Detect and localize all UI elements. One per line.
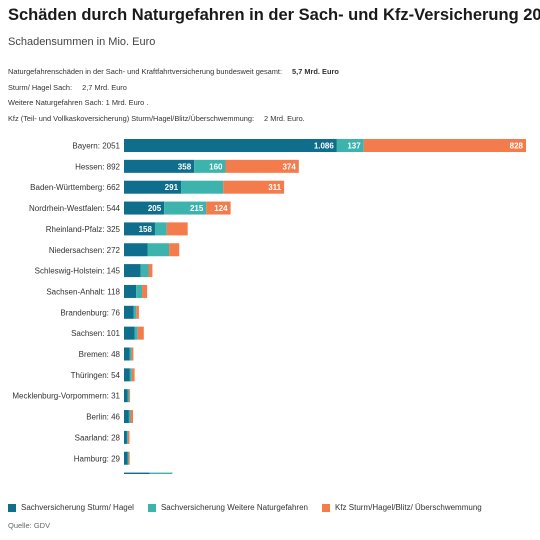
- source-note: Quelle: GDV: [8, 521, 51, 530]
- bar-segment: [124, 284, 137, 298]
- bar-segment: [133, 305, 137, 319]
- chart-subtitle: Schadensummen in Mio. Euro: [8, 36, 156, 48]
- category-label: Sachsen-Anhalt: 118: [46, 287, 120, 296]
- bar-segment: [136, 284, 143, 298]
- bar-segment: [124, 410, 129, 424]
- bar-segment: [194, 159, 226, 173]
- bar-segment: [126, 430, 128, 444]
- bar-segment: [142, 284, 148, 298]
- category-label: Nordrhein-Westfalen: 544: [29, 204, 121, 213]
- bar-segment: [136, 305, 139, 319]
- bar-value-label: 1.086: [314, 142, 335, 151]
- bar-segment: [166, 222, 188, 236]
- bar-segment: [128, 451, 130, 465]
- bar-segment: [137, 326, 144, 340]
- bar-segment: [128, 410, 131, 424]
- bar-segment: [363, 139, 526, 152]
- bar-segment: [124, 430, 127, 444]
- bar-segment: [129, 347, 132, 361]
- bar-segment: [154, 222, 167, 236]
- category-label: Bremen: 48: [79, 350, 121, 359]
- bar-segment: [134, 326, 138, 340]
- note-sturm-hagel: Sturm/ Hagel Sach: 2,7 Mrd. Euro: [8, 82, 127, 92]
- bar-value-label: 358: [178, 162, 192, 171]
- bar-segment: [131, 368, 135, 382]
- bar-segment: [127, 389, 130, 403]
- bar-segment: [124, 159, 195, 173]
- bar-segment: [147, 243, 170, 257]
- bar-segment: [124, 347, 130, 361]
- bar-segment: [124, 326, 135, 340]
- chart-legend: Sachversicherung Sturm/ Hagel Sachversic…: [8, 503, 482, 512]
- bar-segment: [124, 389, 128, 403]
- category-label: Brandenburg: 76: [60, 308, 120, 317]
- legend-item-weitere: Sachversicherung Weitere Naturgefahren: [147, 503, 308, 512]
- chart-title: Schäden durch Naturgefahren in der Sach-…: [8, 6, 540, 24]
- category-label: Mecklenburg-Vorpommern: 31: [12, 392, 120, 401]
- category-label: Hamburg: 29: [74, 454, 121, 463]
- category-label: Baden-Württemberg: 662: [30, 183, 120, 192]
- bar-value-label: 828: [510, 142, 524, 151]
- bar-segment: [124, 243, 148, 257]
- category-label: Hessen: 892: [75, 162, 120, 171]
- legend-item-kfz: Kfz Sturm/Hagel/Blitz/ Überschwemmung: [322, 503, 482, 512]
- category-label: Saarland: 28: [75, 433, 121, 442]
- category-label: Rheinland-Pfalz: 325: [46, 225, 121, 234]
- bar-segment: [124, 264, 141, 278]
- note-weitere: Weitere Naturgefahren Sach: 1 Mrd. Euro …: [8, 98, 149, 107]
- stacked-bar-chart: Bayern: 2051 1.086 137 828 Hessen: 892 358 160…: [12, 139, 526, 474]
- bar-segment: [127, 430, 130, 444]
- bar-segment: [336, 139, 364, 152]
- bar-segment: [124, 305, 134, 319]
- bar-segment: [223, 180, 285, 194]
- legend-swatch: [322, 503, 330, 512]
- bar-segment: [124, 472, 150, 474]
- legend-swatch: [8, 503, 16, 512]
- legend-item-sturm-hagel: Sachversicherung Sturm/ Hagel: [8, 503, 134, 512]
- bar-segment: [124, 139, 337, 152]
- bar-segment: [131, 347, 134, 361]
- bar-segment: [149, 472, 173, 474]
- bar-segment: [164, 201, 207, 215]
- legend-swatch: [147, 503, 156, 512]
- bar-segment: [129, 389, 131, 403]
- bar-value-label: 160: [209, 162, 223, 171]
- category-label: Thüringen: 54: [71, 371, 121, 380]
- note-kfz: Kfz (Teil- und Vollkaskoversicherung) St…: [8, 113, 305, 123]
- bar-value-label: 291: [165, 183, 179, 192]
- bar-segment: [130, 410, 134, 424]
- bar-segment: [124, 180, 182, 194]
- bar-segment: [140, 264, 149, 278]
- note-total: Naturgefahrenschäden in der Sach- und Kr…: [8, 67, 339, 76]
- bar-segment: [127, 451, 129, 465]
- bar-segment: [169, 243, 180, 257]
- category-label: Schleswig-Holstein: 145: [35, 267, 121, 276]
- category-label: Niedersachsen: 272: [49, 246, 121, 255]
- bar-value-label: 205: [148, 204, 162, 213]
- bar-segment: [124, 451, 128, 465]
- category-label: Bayern: 2051: [72, 142, 120, 151]
- bar-segment: [124, 222, 155, 236]
- summary-notes: Naturgefahrenschäden in der Sach- und Kr…: [8, 64, 339, 126]
- category-label: Sachsen: 101: [71, 329, 120, 338]
- bar-segment: [148, 264, 153, 278]
- category-label: Berlin: 46: [86, 413, 120, 422]
- bar-value-label: 311: [268, 183, 281, 192]
- bar-value-label: 137: [347, 142, 361, 151]
- bar-segment: [124, 368, 130, 382]
- bar-segment: [181, 180, 224, 194]
- bar-segment: [225, 159, 299, 173]
- bar-segment: [124, 201, 165, 215]
- bar-segment: [206, 201, 231, 215]
- bar-value-label: 374: [282, 162, 296, 171]
- bar-value-label: 158: [139, 225, 153, 234]
- bar-value-label: 215: [190, 204, 204, 213]
- bar-value-label: 124: [214, 204, 228, 213]
- bar-segment: [129, 368, 132, 382]
